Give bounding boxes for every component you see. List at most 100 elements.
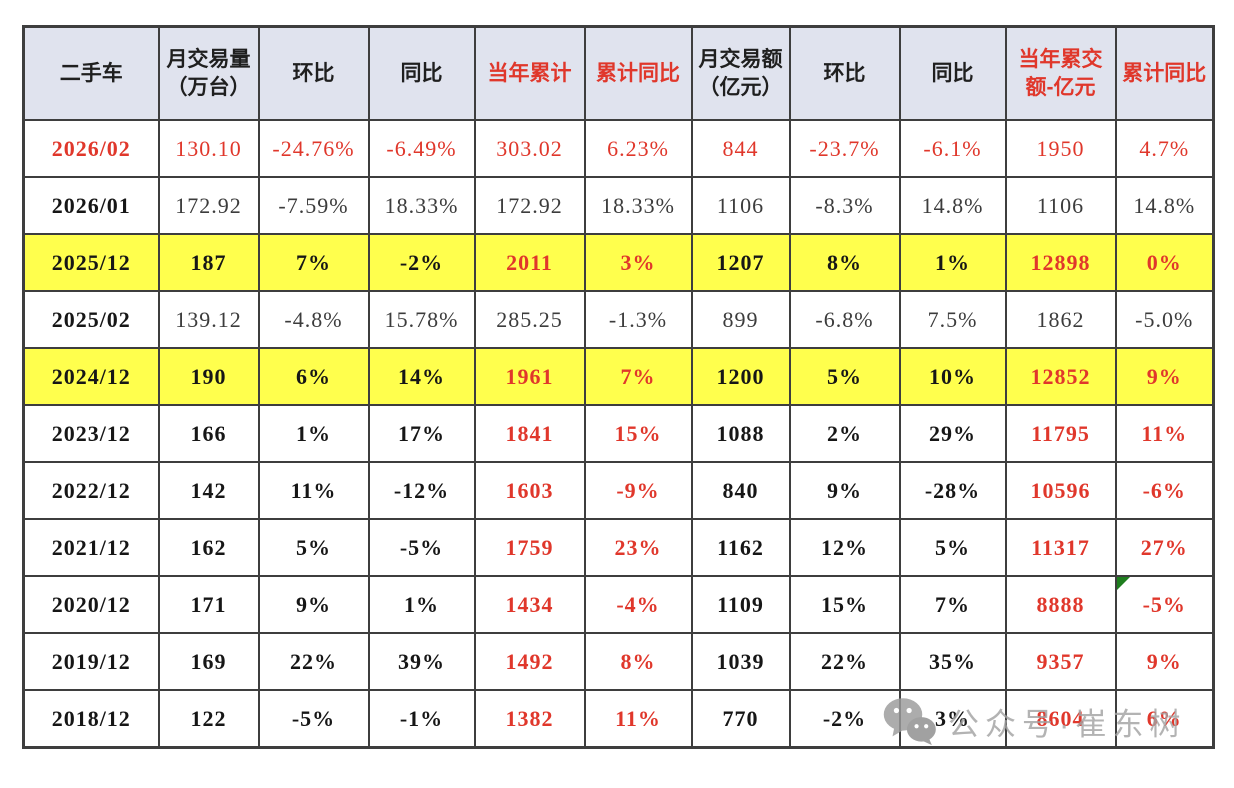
data-cell: 11% bbox=[583, 689, 693, 749]
used-car-monthly-table: 二手车 月交易量 （万台） 环比 同比 当年累计 累计同比 月交易额 （亿元） 环比 同比 当年累… bbox=[22, 25, 1215, 749]
row-period-label: 2022/12 bbox=[22, 461, 160, 520]
data-cell: 4.7% bbox=[1114, 119, 1215, 178]
table-body: 2026/02 130.10 -24.76% -6.49% 303.02 6.23% 844… bbox=[22, 119, 1215, 749]
data-cell: -2% bbox=[788, 689, 901, 749]
row-period-label: 2019/12 bbox=[22, 632, 160, 691]
data-cell: 0% bbox=[1114, 233, 1215, 292]
data-cell: 5% bbox=[898, 518, 1007, 577]
data-cell: 1862 bbox=[1004, 290, 1117, 349]
data-cell: -23.7% bbox=[788, 119, 901, 178]
data-cell: 770 bbox=[690, 689, 791, 749]
data-cell: 11% bbox=[257, 461, 370, 520]
data-cell: 11317 bbox=[1004, 518, 1117, 577]
data-cell: 12852 bbox=[1004, 347, 1117, 406]
data-cell: 15.78% bbox=[367, 290, 476, 349]
table-row: 2024/12 190 6% 14% 1961 7% 1200 5% 10% 12852 9% bbox=[22, 347, 1215, 406]
row-period-label: 2026/02 bbox=[22, 119, 160, 178]
data-cell: -24.76% bbox=[257, 119, 370, 178]
data-cell: 139.12 bbox=[157, 290, 260, 349]
row-period-label: 2020/12 bbox=[22, 575, 160, 634]
row-period-label: 2021/12 bbox=[22, 518, 160, 577]
row-period-label: 2026/01 bbox=[22, 176, 160, 235]
data-cell: -5.0% bbox=[1114, 290, 1215, 349]
cell-note-marker bbox=[1117, 578, 1130, 590]
data-cell: 190 bbox=[157, 347, 260, 406]
data-cell: 7% bbox=[898, 575, 1007, 634]
data-cell: -6% bbox=[1114, 461, 1215, 520]
data-cell: 1759 bbox=[473, 518, 586, 577]
data-cell: -12% bbox=[367, 461, 476, 520]
data-cell: 169 bbox=[157, 632, 260, 691]
data-cell: 9% bbox=[257, 575, 370, 634]
data-cell: 18.33% bbox=[583, 176, 693, 235]
table-header: 二手车 月交易量 （万台） 环比 同比 当年累计 累计同比 月交易额 （亿元） 环比 同比 当年累… bbox=[22, 25, 1215, 121]
data-cell: 14% bbox=[367, 347, 476, 406]
data-cell: 1434 bbox=[473, 575, 586, 634]
column-header: 同比 bbox=[367, 25, 476, 121]
column-header: 月交易额 （亿元） bbox=[690, 25, 791, 121]
data-cell: 187 bbox=[157, 233, 260, 292]
data-cell: 172.92 bbox=[157, 176, 260, 235]
table-row: 2025/12 187 7% -2% 2011 3% 1207 8% 1% 12898 0% bbox=[22, 233, 1215, 292]
data-cell: -9% bbox=[583, 461, 693, 520]
data-cell: -8.3% bbox=[788, 176, 901, 235]
data-cell: -4.8% bbox=[257, 290, 370, 349]
table-row: 2025/02 139.12 -4.8% 15.78% 285.25 -1.3% 899 -6… bbox=[22, 290, 1215, 349]
data-cell: -6.49% bbox=[367, 119, 476, 178]
data-cell: 1109 bbox=[690, 575, 791, 634]
data-cell: 1841 bbox=[473, 404, 586, 463]
row-period-label: 2024/12 bbox=[22, 347, 160, 406]
data-cell: 8604 bbox=[1004, 689, 1117, 749]
data-cell: 6% bbox=[1114, 689, 1215, 749]
data-cell: 11% bbox=[1114, 404, 1215, 463]
data-cell: 3% bbox=[583, 233, 693, 292]
data-cell: 166 bbox=[157, 404, 260, 463]
data-cell: 1961 bbox=[473, 347, 586, 406]
data-cell: -7.59% bbox=[257, 176, 370, 235]
data-cell: 840 bbox=[690, 461, 791, 520]
data-cell: -5% bbox=[1114, 575, 1215, 634]
data-cell: 844 bbox=[690, 119, 791, 178]
column-header: 当年累计 bbox=[473, 25, 586, 121]
data-cell: 1% bbox=[257, 404, 370, 463]
column-header: 二手车 bbox=[22, 25, 160, 121]
table-row: 2018/12 122 -5% -1% 1382 11% 770 -2% 3% 8604 6% bbox=[22, 689, 1215, 749]
row-period-label: 2023/12 bbox=[22, 404, 160, 463]
data-cell: 1% bbox=[898, 233, 1007, 292]
data-cell: 15% bbox=[583, 404, 693, 463]
data-cell: 23% bbox=[583, 518, 693, 577]
data-cell: 1492 bbox=[473, 632, 586, 691]
data-cell: 6% bbox=[257, 347, 370, 406]
column-header: 环比 bbox=[257, 25, 370, 121]
data-cell: 1603 bbox=[473, 461, 586, 520]
data-cell: -4% bbox=[583, 575, 693, 634]
table-row: 2026/01 172.92 -7.59% 18.33% 172.92 18.33% 110… bbox=[22, 176, 1215, 235]
data-cell: 8% bbox=[583, 632, 693, 691]
data-cell: 18.33% bbox=[367, 176, 476, 235]
data-cell: 17% bbox=[367, 404, 476, 463]
data-cell: 285.25 bbox=[473, 290, 586, 349]
column-header: 累计同比 bbox=[1114, 25, 1215, 121]
table-row: 2022/12 142 11% -12% 1603 -9% 840 9% -28% 10596 -6… bbox=[22, 461, 1215, 520]
data-cell: 39% bbox=[367, 632, 476, 691]
data-cell: 122 bbox=[157, 689, 260, 749]
data-cell: 9% bbox=[788, 461, 901, 520]
data-cell: 162 bbox=[157, 518, 260, 577]
used-car-table-container: 二手车 月交易量 （万台） 环比 同比 当年累计 累计同比 月交易额 （亿元） 环比 同比 当年累… bbox=[22, 25, 1215, 749]
data-cell: 142 bbox=[157, 461, 260, 520]
data-cell: 8888 bbox=[1004, 575, 1117, 634]
header-row: 二手车 月交易量 （万台） 环比 同比 当年累计 累计同比 月交易额 （亿元） 环比 同比 当年累… bbox=[22, 25, 1215, 121]
data-cell: 29% bbox=[898, 404, 1007, 463]
column-header: 月交易量 （万台） bbox=[157, 25, 260, 121]
data-cell: 1162 bbox=[690, 518, 791, 577]
column-header: 当年累交 额-亿元 bbox=[1004, 25, 1117, 121]
data-cell: 7% bbox=[583, 347, 693, 406]
data-cell: -5% bbox=[257, 689, 370, 749]
row-period-label: 2018/12 bbox=[22, 689, 160, 749]
column-header: 累计同比 bbox=[583, 25, 693, 121]
data-cell: 14.8% bbox=[898, 176, 1007, 235]
data-cell: 22% bbox=[257, 632, 370, 691]
data-cell: 12% bbox=[788, 518, 901, 577]
data-cell: 27% bbox=[1114, 518, 1215, 577]
data-cell: 9% bbox=[1114, 632, 1215, 691]
